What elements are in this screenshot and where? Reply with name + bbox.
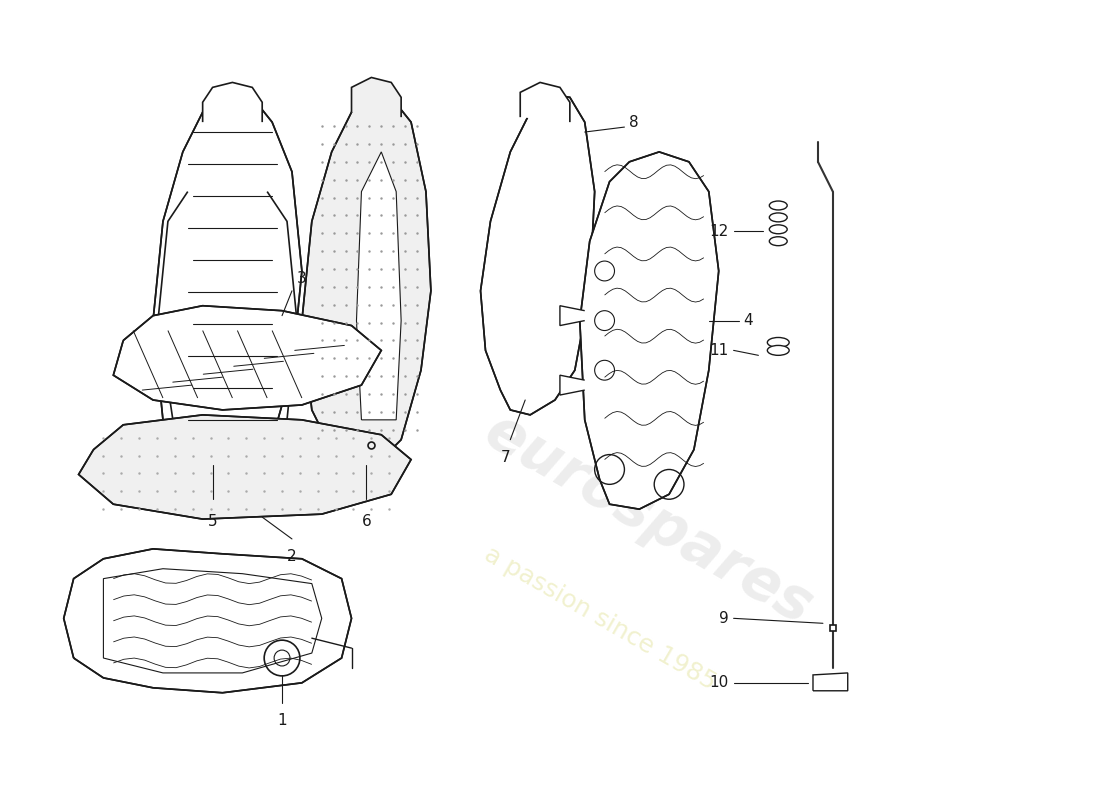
PathPatch shape [520,82,570,122]
Text: 1: 1 [277,713,287,728]
Ellipse shape [768,346,789,355]
Text: 6: 6 [362,514,372,529]
PathPatch shape [64,549,352,693]
PathPatch shape [352,78,402,117]
PathPatch shape [580,152,718,509]
Text: eurospares: eurospares [475,402,823,636]
PathPatch shape [301,92,431,470]
Text: 10: 10 [710,675,728,690]
Text: 8: 8 [629,114,639,130]
PathPatch shape [813,673,848,690]
Text: 11: 11 [710,343,728,358]
Text: 5: 5 [208,514,218,529]
Text: 9: 9 [719,611,728,626]
Text: 12: 12 [710,224,728,238]
PathPatch shape [481,94,595,415]
PathPatch shape [78,415,411,519]
PathPatch shape [113,306,382,410]
Text: 7: 7 [500,450,510,465]
Text: a passion since 1985: a passion since 1985 [480,542,719,694]
Ellipse shape [768,338,789,347]
Text: 4: 4 [744,313,754,328]
PathPatch shape [153,92,301,470]
Text: 2: 2 [287,549,297,564]
PathPatch shape [560,375,585,395]
PathPatch shape [202,82,262,122]
PathPatch shape [356,152,402,420]
PathPatch shape [560,306,585,326]
Text: 3: 3 [297,271,307,286]
